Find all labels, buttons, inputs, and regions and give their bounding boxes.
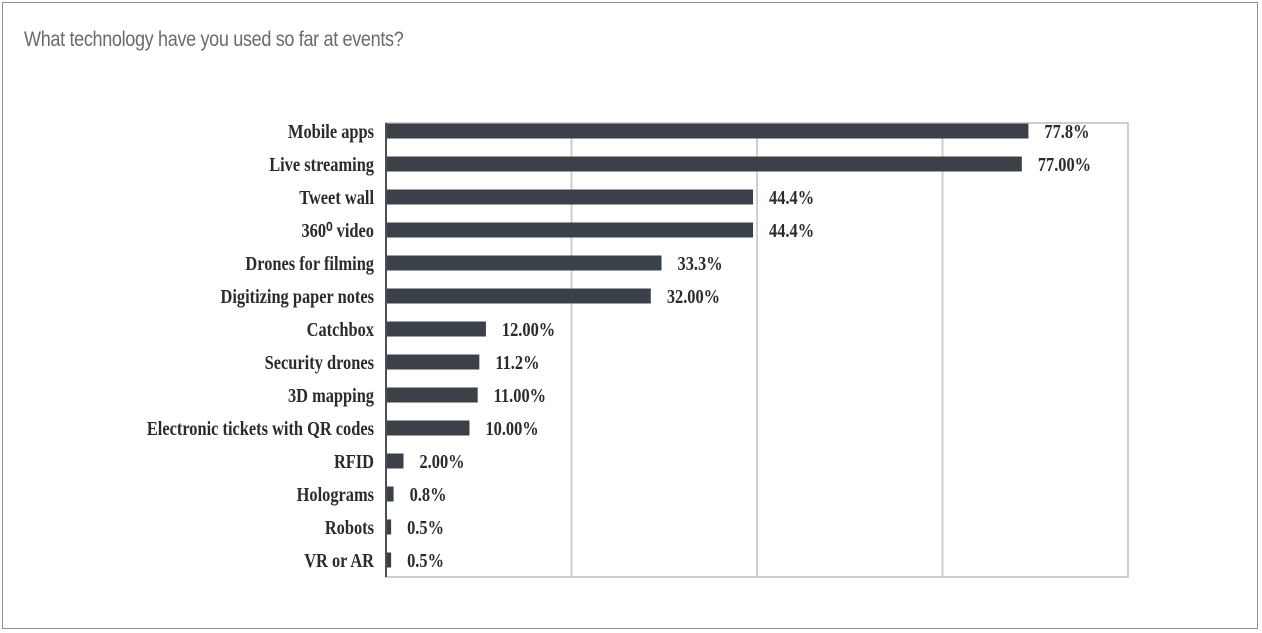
bar-12 xyxy=(387,486,394,502)
bar-2 xyxy=(387,156,1022,172)
value-label-1: 77.8% xyxy=(1044,121,1089,143)
bars xyxy=(387,123,1029,568)
chart-title: What technology have you used so far at … xyxy=(24,28,404,51)
category-label-6: Digitizing paper notes xyxy=(221,286,374,308)
category-label-10: Electronic tickets with QR codes xyxy=(147,418,374,440)
bar-14 xyxy=(387,552,392,568)
value-label-3: 44.4% xyxy=(769,187,814,209)
value-label-6: 32.00% xyxy=(667,286,720,308)
value-labels: 77.8% 77.00% 44.4% 44.4% 33.3% 32.00% 12.00% 11… xyxy=(407,121,1091,572)
bar-3 xyxy=(387,189,754,205)
value-label-13: 0.5% xyxy=(407,517,444,539)
value-label-2: 77.00% xyxy=(1038,154,1091,176)
bar-8 xyxy=(387,354,480,370)
category-label-12: Holograms xyxy=(297,484,374,506)
value-label-9: 11.00% xyxy=(494,385,546,407)
bar-11 xyxy=(387,453,404,469)
category-label-3: Tweet wall xyxy=(299,187,374,209)
category-label-11: RFID xyxy=(334,451,374,473)
bar-13 xyxy=(387,519,392,535)
category-label-7: Catchbox xyxy=(307,319,375,341)
category-label-13: Robots xyxy=(325,517,374,539)
category-label-2: Live streaming xyxy=(269,154,374,176)
bar-5 xyxy=(387,255,662,271)
bar-4 xyxy=(387,222,754,238)
value-label-14: 0.5% xyxy=(407,550,444,572)
category-label-14: VR or AR xyxy=(304,550,374,572)
category-label-1: Mobile apps xyxy=(288,121,374,143)
bar-7 xyxy=(387,321,486,337)
bar-9 xyxy=(387,387,478,403)
bar-6 xyxy=(387,288,651,304)
value-label-4: 44.4% xyxy=(769,220,814,242)
value-label-12: 0.8% xyxy=(410,484,447,506)
category-label-5: Drones for filming xyxy=(245,253,374,275)
category-label-8: Security drones xyxy=(265,352,374,374)
category-label-9: 3D mapping xyxy=(288,385,374,407)
value-label-7: 12.00% xyxy=(502,319,555,341)
value-label-8: 11.2% xyxy=(495,352,539,374)
value-label-11: 2.00% xyxy=(419,451,464,473)
category-label-4: 360⁰ video xyxy=(301,220,374,242)
category-labels: Mobile apps Live streaming Tweet wall 360⁰ … xyxy=(147,121,375,572)
bar-1 xyxy=(387,123,1029,139)
bar-10 xyxy=(387,420,470,436)
value-label-10: 10.00% xyxy=(485,418,538,440)
value-label-5: 33.3% xyxy=(678,253,723,275)
